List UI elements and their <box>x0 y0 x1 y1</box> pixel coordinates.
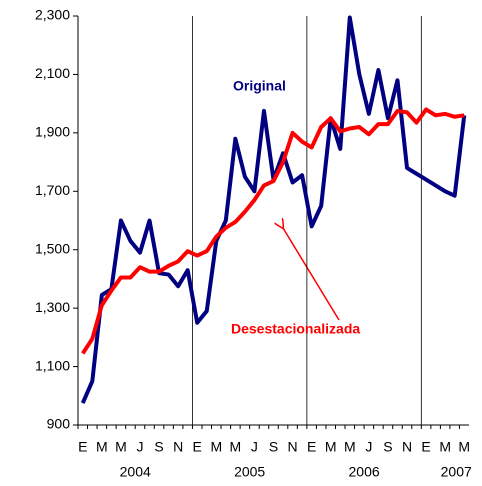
year-label: 2007 <box>441 464 472 480</box>
x-tick-label: M <box>325 439 337 455</box>
year-label: 2005 <box>234 464 265 480</box>
y-tick-label: 2,300 <box>35 7 70 23</box>
series-label: Desestacionalizada <box>231 321 360 337</box>
x-tick-label: S <box>269 439 278 455</box>
x-tick-label: S <box>154 439 163 455</box>
x-tick-label: J <box>136 439 143 455</box>
x-tick-label: M <box>230 439 242 455</box>
y-tick-label: 1,900 <box>35 124 70 140</box>
x-tick-label: M <box>439 439 451 455</box>
y-tick-label: 1,300 <box>35 299 70 315</box>
x-tick-label: S <box>383 439 392 455</box>
y-tick-label: 1,700 <box>35 182 70 198</box>
series-label: Original <box>233 78 286 94</box>
x-tick-label: M <box>96 439 108 455</box>
x-tick-label: E <box>421 439 430 455</box>
x-tick-label: J <box>251 439 258 455</box>
y-tick-label: 2,100 <box>35 65 70 81</box>
y-tick-label: 900 <box>47 416 71 432</box>
series-line <box>81 107 465 355</box>
year-label: 2006 <box>349 464 380 480</box>
y-tick-label: 1,100 <box>35 357 70 373</box>
x-tick-label: E <box>193 439 202 455</box>
x-tick-label: N <box>402 439 412 455</box>
annotation-arrow <box>283 228 340 321</box>
x-tick-label: N <box>288 439 298 455</box>
x-tick-label: M <box>115 439 127 455</box>
x-tick-label: E <box>78 439 87 455</box>
x-tick-label: J <box>365 439 372 455</box>
series-line <box>80 15 467 404</box>
x-tick-label: E <box>307 439 316 455</box>
x-tick-label: M <box>210 439 222 455</box>
x-tick-label: M <box>344 439 356 455</box>
x-tick-label: M <box>458 439 470 455</box>
year-label: 2004 <box>120 464 151 480</box>
x-tick-label: N <box>173 439 183 455</box>
y-tick-label: 1,500 <box>35 240 70 256</box>
